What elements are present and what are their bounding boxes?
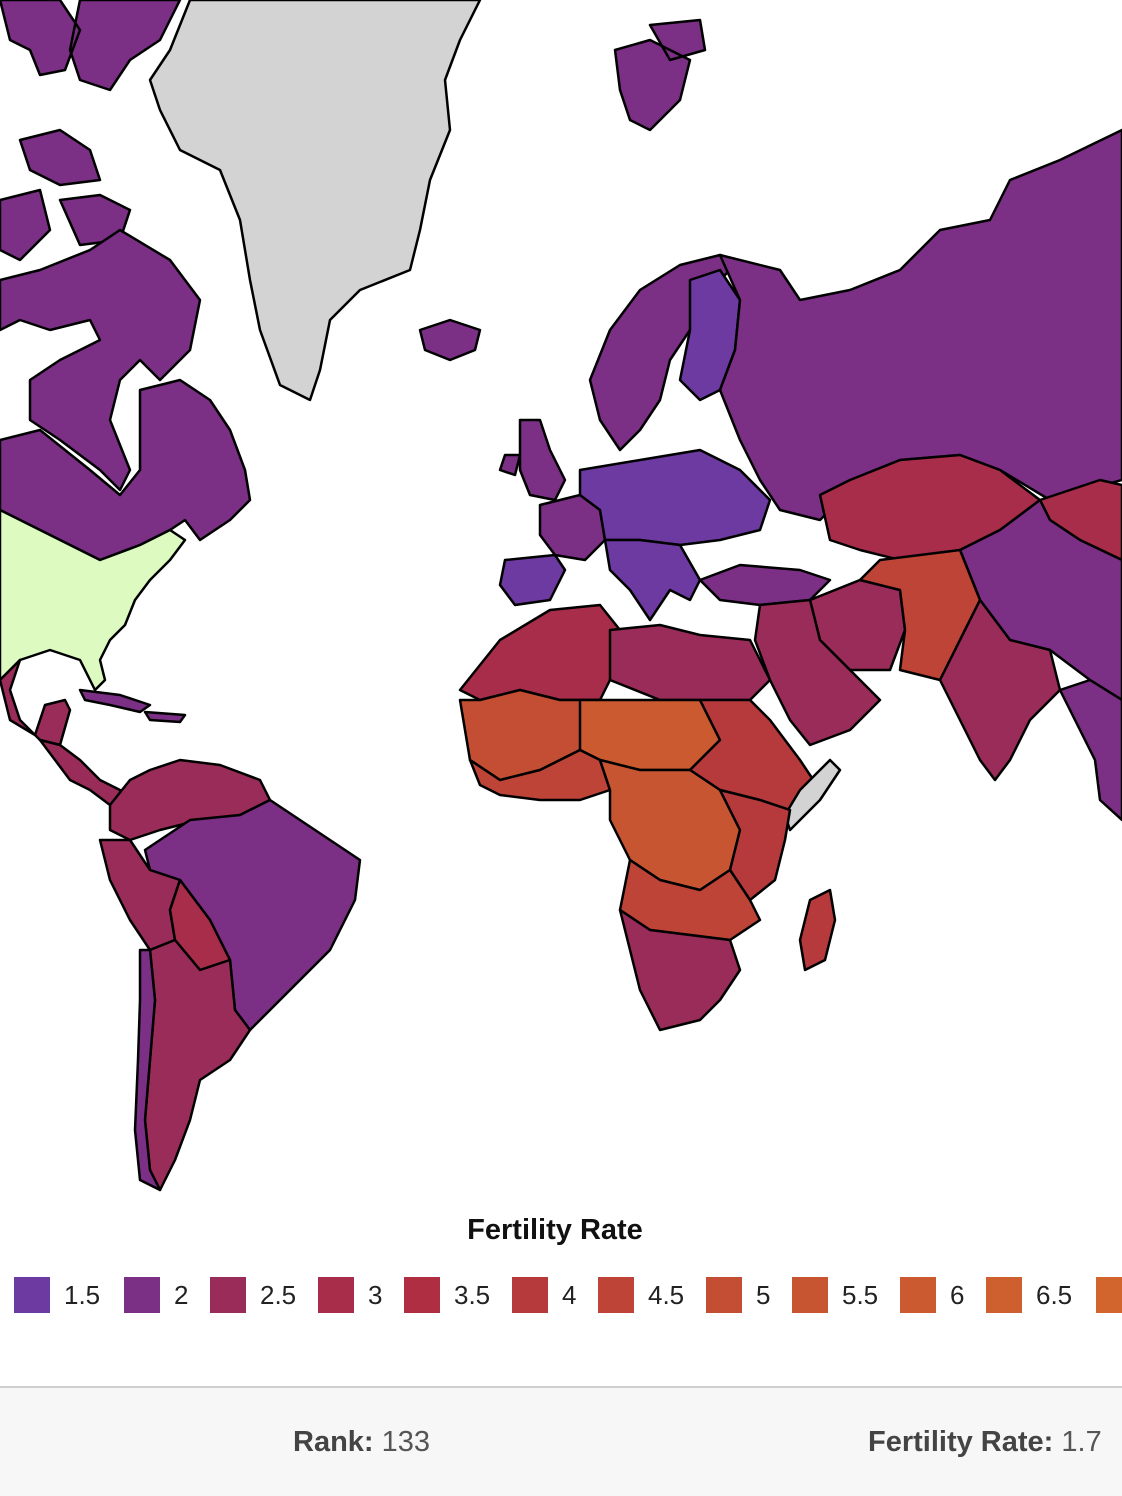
legend-swatch bbox=[124, 1277, 160, 1313]
legend-label: 4.5 bbox=[648, 1279, 685, 1310]
country-madagascar[interactable] bbox=[798, 888, 837, 972]
divider bbox=[0, 1386, 1122, 1388]
country-east-africa[interactable] bbox=[718, 788, 792, 902]
legend-swatch bbox=[706, 1277, 742, 1313]
country-morocco-algeria[interactable] bbox=[458, 603, 622, 702]
country-uk[interactable] bbox=[498, 418, 567, 502]
country-saudi-arabia[interactable] bbox=[753, 598, 882, 747]
legend-label: 2 bbox=[174, 1279, 189, 1310]
legend-item: 2 bbox=[124, 1276, 188, 1314]
country-mexico[interactable] bbox=[0, 658, 72, 747]
country-iceland[interactable] bbox=[418, 318, 482, 362]
legend-title: Fertility Rate bbox=[467, 1214, 643, 1246]
country-italy-balkans[interactable] bbox=[603, 538, 702, 622]
country-cuba[interactable] bbox=[78, 688, 187, 724]
legend-swatch bbox=[512, 1277, 548, 1313]
country-greenland[interactable] bbox=[148, 0, 482, 402]
legend-swatch bbox=[404, 1277, 440, 1313]
country-chile[interactable] bbox=[133, 948, 162, 1192]
fertility-rate-label: Fertility Rate: bbox=[868, 1426, 1054, 1458]
legend-swatch bbox=[318, 1277, 354, 1313]
country-southeast-asia[interactable] bbox=[1058, 678, 1122, 822]
stats-bar: Rank: 133 Fertility Rate: 1.7 bbox=[0, 1388, 1122, 1496]
world-map[interactable] bbox=[0, 0, 1122, 1210]
fertility-rate-value: 1.7 bbox=[1061, 1426, 1102, 1458]
legend-item: 5.5 bbox=[792, 1276, 878, 1314]
country-central-europe[interactable] bbox=[578, 448, 772, 547]
legend-label: 4 bbox=[562, 1279, 577, 1310]
legend-swatch bbox=[900, 1277, 936, 1313]
country-russia[interactable] bbox=[718, 128, 1122, 522]
legend-label: 1.5 bbox=[64, 1279, 101, 1310]
legend-item: 6.5 bbox=[986, 1276, 1072, 1314]
country-canada-arctic-islands[interactable] bbox=[0, 0, 182, 92]
legend-swatch bbox=[1096, 1277, 1122, 1313]
country-libya-egypt[interactable] bbox=[608, 623, 772, 702]
fertility-rate-stat: Fertility Rate: 1.7 bbox=[868, 1426, 1102, 1459]
country-usa[interactable] bbox=[0, 508, 187, 692]
legend-item: 4 bbox=[512, 1276, 576, 1314]
country-afghanistan-pakistan[interactable] bbox=[858, 548, 982, 682]
legend: 1.5 2 2.5 3 3.5 4 4.5 5 5.5 6 6.5 bbox=[0, 1276, 1122, 1316]
rank-label: Rank: bbox=[293, 1426, 374, 1458]
country-svalbard[interactable] bbox=[613, 18, 707, 132]
legend-item: 5 bbox=[706, 1276, 770, 1314]
legend-item: 6 bbox=[900, 1276, 964, 1314]
legend-label: 6 bbox=[950, 1279, 965, 1310]
country-canada[interactable] bbox=[0, 228, 252, 562]
country-india[interactable] bbox=[938, 598, 1062, 782]
legend-swatch bbox=[598, 1277, 634, 1313]
legend-item: 2.5 bbox=[210, 1276, 296, 1314]
legend-swatch bbox=[792, 1277, 828, 1313]
country-turkey[interactable] bbox=[698, 563, 832, 607]
country-spain[interactable] bbox=[498, 553, 567, 607]
legend-label: 5.5 bbox=[842, 1279, 879, 1310]
legend-item: 3.5 bbox=[404, 1276, 490, 1314]
legend-swatch bbox=[986, 1277, 1022, 1313]
legend-label: 5 bbox=[756, 1279, 771, 1310]
legend-item: 1.5 bbox=[14, 1276, 100, 1314]
rank-value: 133 bbox=[381, 1426, 431, 1458]
country-southern-africa[interactable] bbox=[618, 908, 742, 1032]
rank-stat: Rank: 133 bbox=[293, 1426, 430, 1459]
country-canada-islands-2[interactable] bbox=[0, 128, 132, 262]
legend-swatch bbox=[210, 1277, 246, 1313]
legend-item: 4.5 bbox=[598, 1276, 684, 1314]
legend-label: 3.5 bbox=[454, 1279, 491, 1310]
legend-label: 3 bbox=[368, 1279, 383, 1310]
legend-item: 3 bbox=[318, 1276, 382, 1314]
legend-item bbox=[1096, 1276, 1122, 1314]
legend-swatch bbox=[14, 1277, 50, 1313]
legend-label: 6.5 bbox=[1036, 1279, 1073, 1310]
legend-label: 2.5 bbox=[260, 1279, 297, 1310]
